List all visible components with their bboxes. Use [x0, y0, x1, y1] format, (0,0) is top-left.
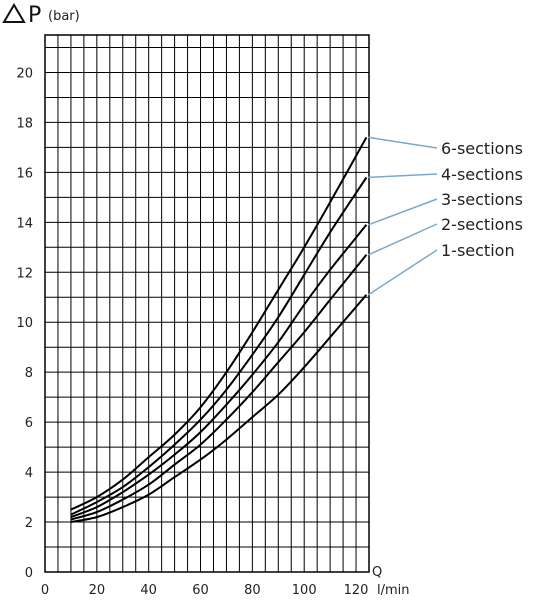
- x-tick-label: 40: [140, 583, 157, 598]
- delta-triangle-icon: [2, 3, 26, 23]
- x-axis-symbol: Q: [372, 565, 382, 580]
- y-tick-label: 10: [16, 316, 33, 331]
- legend-leaders: [367, 136, 438, 296]
- x-tick-label: 20: [89, 583, 106, 598]
- y-tick-label: 4: [25, 466, 33, 481]
- y-tick-label: 8: [25, 366, 33, 381]
- y-tick-label: 18: [16, 116, 33, 131]
- y-tick-label: 14: [16, 216, 33, 231]
- legend-label: 4-sections: [441, 165, 523, 184]
- legend-leader-line: [368, 173, 438, 179]
- x-tick-label: 100: [292, 583, 317, 598]
- legend-leader-line: [368, 198, 438, 226]
- plot-frame: [44, 34, 370, 573]
- legend-leader-line: [367, 249, 438, 296]
- series-line: [70, 224, 368, 519]
- x-tick-label: 60: [192, 583, 209, 598]
- legend-label: 3-sections: [441, 190, 523, 209]
- legend-label: 1-section: [441, 241, 515, 260]
- curves: [70, 136, 368, 523]
- legend-leader-line: [368, 223, 438, 256]
- x-axis-unit: l/min: [377, 583, 410, 598]
- y-tick-label: 20: [16, 66, 33, 81]
- series-line: [70, 136, 368, 511]
- x-tick-label: 120: [344, 583, 369, 598]
- grid: [44, 34, 370, 573]
- legend-label: 6-sections: [441, 139, 523, 158]
- series-line: [70, 176, 368, 516]
- y-tick-label: 16: [16, 166, 33, 181]
- legend: 6-sections 4-sections 3-sections 2-sections…: [441, 139, 523, 260]
- tick-labels: 0 2 4 6 8 10 12 14 16 18 20 0 20 40 60 80 100 120: [16, 66, 368, 598]
- series-line: [70, 254, 368, 521]
- y-axis-symbol: P: [28, 3, 41, 28]
- y-tick-label: 12: [16, 266, 33, 281]
- y-tick-label: 2: [25, 516, 33, 531]
- y-tick-label: 6: [25, 416, 33, 431]
- legend-label: 2-sections: [441, 215, 523, 234]
- series-line: [70, 294, 368, 523]
- x-tick-label: 80: [244, 583, 261, 598]
- y-axis-unit: (bar): [48, 9, 80, 24]
- legend-leader-line: [368, 136, 438, 149]
- x-tick-label: 0: [41, 583, 49, 598]
- y-tick-label: 0: [25, 566, 33, 581]
